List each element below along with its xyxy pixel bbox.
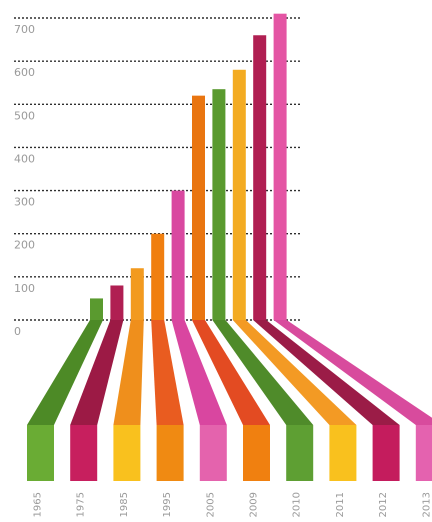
x-tick-label-2009: 2009 bbox=[249, 492, 260, 517]
bottom-layer bbox=[27, 425, 432, 481]
bottom-block-2009 bbox=[243, 425, 270, 481]
x-tick-label-1995: 1995 bbox=[162, 492, 173, 517]
x-tick-label-2012: 2012 bbox=[378, 492, 389, 517]
bar-1995 bbox=[151, 234, 164, 320]
bottom-block-2013 bbox=[416, 425, 432, 481]
y-tick-label-100: 100 bbox=[14, 282, 35, 295]
bottom-block-2012 bbox=[373, 425, 400, 481]
bar-2010 bbox=[212, 89, 225, 320]
x-tick-label-1985: 1985 bbox=[119, 492, 130, 517]
bar-2009 bbox=[192, 96, 205, 320]
bar-2005 bbox=[172, 191, 185, 320]
bar-1965 bbox=[90, 298, 103, 320]
x-tick-label-2010: 2010 bbox=[292, 492, 303, 517]
bottom-block-1975 bbox=[70, 425, 97, 481]
x-tick-label-2013: 2013 bbox=[421, 492, 432, 517]
x-tick-label-1975: 1975 bbox=[76, 492, 87, 517]
bottom-block-1965 bbox=[27, 425, 54, 481]
label-layer: 1965 1975 1985 1995 2005 2009 2010 2011 2012 2013 bbox=[33, 492, 432, 517]
bar-2012 bbox=[253, 35, 266, 320]
bar-layer bbox=[90, 14, 287, 320]
bottom-block-2011 bbox=[329, 425, 356, 481]
ribbon-layer bbox=[27, 320, 432, 425]
y-tick-label-300: 300 bbox=[14, 196, 35, 209]
bar-2013 bbox=[274, 14, 287, 320]
x-tick-label-1965: 1965 bbox=[33, 492, 44, 517]
bottom-block-2010 bbox=[286, 425, 313, 481]
x-tick-label-2005: 2005 bbox=[205, 492, 216, 517]
bar-1985 bbox=[131, 268, 144, 320]
bar-2011 bbox=[233, 70, 246, 320]
y-tick-label-200: 200 bbox=[14, 239, 35, 252]
y-tick-label-0: 0 bbox=[14, 325, 21, 338]
bottom-block-2005 bbox=[200, 425, 227, 481]
bottom-block-1985 bbox=[113, 425, 140, 481]
y-tick-label-700: 700 bbox=[14, 23, 35, 36]
y-tick-label-400: 400 bbox=[14, 152, 35, 165]
bar-1975 bbox=[110, 285, 123, 320]
x-tick-label-2011: 2011 bbox=[335, 492, 346, 517]
y-tick-label-500: 500 bbox=[14, 109, 35, 122]
y-tick-label-600: 600 bbox=[14, 66, 35, 79]
bottom-block-1995 bbox=[157, 425, 184, 481]
